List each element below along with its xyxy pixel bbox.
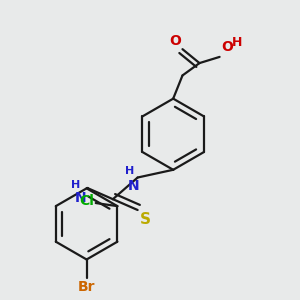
Text: H: H (125, 166, 134, 176)
Text: Br: Br (78, 280, 95, 294)
Text: H: H (232, 36, 242, 49)
Text: O: O (221, 40, 233, 54)
Text: N: N (128, 179, 139, 193)
Text: O: O (169, 34, 181, 48)
Text: Cl: Cl (79, 194, 94, 208)
Text: H: H (71, 180, 80, 190)
Text: S: S (140, 212, 151, 226)
Text: N: N (75, 191, 87, 205)
